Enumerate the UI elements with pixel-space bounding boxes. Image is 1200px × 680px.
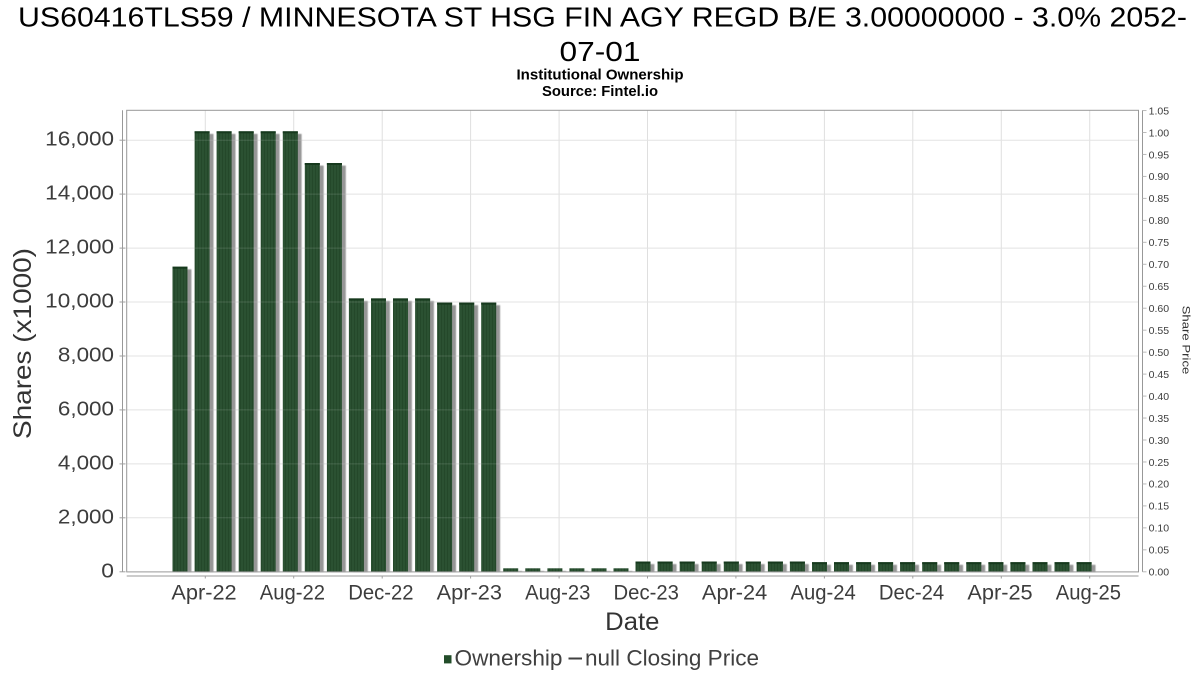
svg-text:US60416TLS59 / MINNESOTA ST HS: US60416TLS59 / MINNESOTA ST HSG FIN AGY … xyxy=(18,2,1187,33)
svg-text:Apr-22: Apr-22 xyxy=(171,581,236,605)
svg-text:8,000: 8,000 xyxy=(58,345,114,367)
svg-text:0.90: 0.90 xyxy=(1149,172,1170,183)
svg-text:0.60: 0.60 xyxy=(1149,304,1170,315)
svg-text:0.50: 0.50 xyxy=(1149,348,1170,359)
svg-text:Source: Fintel.io: Source: Fintel.io xyxy=(542,83,658,100)
svg-text:4,000: 4,000 xyxy=(58,452,114,474)
svg-text:10,000: 10,000 xyxy=(45,291,114,313)
svg-text:0.30: 0.30 xyxy=(1149,436,1170,447)
svg-text:0.20: 0.20 xyxy=(1149,480,1170,491)
svg-text:Apr-24: Apr-24 xyxy=(702,581,767,605)
svg-text:0.80: 0.80 xyxy=(1149,216,1170,227)
svg-text:0.95: 0.95 xyxy=(1149,150,1170,161)
svg-text:Aug-24: Aug-24 xyxy=(790,581,855,605)
svg-text:14,000: 14,000 xyxy=(45,183,114,205)
svg-text:0.70: 0.70 xyxy=(1149,260,1170,271)
svg-text:0.40: 0.40 xyxy=(1149,392,1170,403)
svg-text:0.15: 0.15 xyxy=(1149,502,1170,513)
svg-text:Aug-22: Aug-22 xyxy=(260,581,325,605)
svg-text:1.00: 1.00 xyxy=(1149,128,1170,139)
svg-text:0.10: 0.10 xyxy=(1149,524,1170,535)
svg-text:0: 0 xyxy=(101,560,114,582)
svg-text:07-01: 07-01 xyxy=(560,36,641,67)
svg-text:0.45: 0.45 xyxy=(1149,370,1170,381)
svg-text:16,000: 16,000 xyxy=(45,129,114,151)
svg-text:Aug-25: Aug-25 xyxy=(1056,581,1121,605)
svg-text:6,000: 6,000 xyxy=(58,398,114,420)
svg-text:0.00: 0.00 xyxy=(1149,568,1170,579)
svg-text:0.55: 0.55 xyxy=(1149,326,1170,337)
svg-text:Date: Date xyxy=(605,608,659,636)
svg-text:Dec-23: Dec-23 xyxy=(614,581,679,605)
svg-text:Institutional Ownership: Institutional Ownership xyxy=(517,67,684,84)
svg-text:0.25: 0.25 xyxy=(1149,458,1170,469)
svg-text:Share Price: Share Price xyxy=(1179,306,1191,375)
svg-text:0.35: 0.35 xyxy=(1149,414,1170,425)
svg-text:Dec-24: Dec-24 xyxy=(879,581,944,605)
svg-text:0.75: 0.75 xyxy=(1149,238,1170,249)
svg-text:0.85: 0.85 xyxy=(1149,194,1170,205)
svg-text:Apr-23: Apr-23 xyxy=(437,581,502,605)
svg-text:0.05: 0.05 xyxy=(1149,546,1170,557)
svg-text:Aug-23: Aug-23 xyxy=(525,581,590,605)
svg-text:null Closing Price: null Closing Price xyxy=(585,646,759,671)
svg-text:Dec-22: Dec-22 xyxy=(348,581,413,605)
svg-text:12,000: 12,000 xyxy=(45,237,114,259)
svg-text:Shares (x1000): Shares (x1000) xyxy=(9,248,37,439)
svg-text:1.05: 1.05 xyxy=(1149,106,1170,117)
svg-text:2,000: 2,000 xyxy=(58,506,114,528)
svg-text:0.65: 0.65 xyxy=(1149,282,1170,293)
svg-text:Ownership: Ownership xyxy=(455,646,563,671)
svg-text:Apr-25: Apr-25 xyxy=(967,581,1032,605)
